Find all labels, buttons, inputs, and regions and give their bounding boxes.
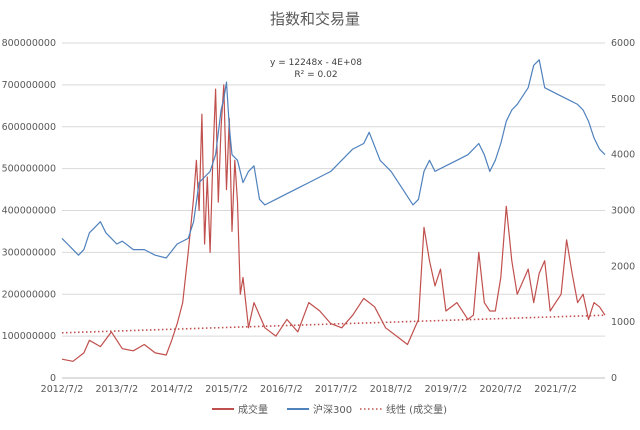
series-line-2 [61, 314, 606, 334]
x-tick-label: 2015/7/2 [205, 384, 248, 395]
x-tick-label: 2020/7/2 [479, 384, 522, 395]
y-right-tick-label: 0 [611, 373, 617, 384]
gridlines [62, 42, 605, 379]
y-left-tick-label: 300000000 [2, 247, 56, 258]
chart-title: 指数和交易量 [270, 10, 360, 28]
x-tick-label: 2013/7/2 [96, 384, 139, 395]
y-left-tick-label: 800000000 [2, 38, 56, 49]
series-line-1 [61, 59, 606, 259]
y-right-tick-labels: 0 1000 2000 3000 4000 5000 6000 [611, 38, 635, 384]
y-right-tick-label: 6000 [611, 38, 635, 49]
x-tick-labels: 2012/7/2 2013/7/2 2014/7/2 2015/7/2 2016/7/2… [41, 377, 605, 395]
legend: 成交量 沪深300 线性 (成交量) [212, 403, 447, 416]
y-right-tick-label: 5000 [611, 94, 635, 105]
y-right-tick-label: 3000 [611, 206, 635, 217]
y-right-tick-label: 2000 [611, 261, 635, 272]
legend-label: 成交量 [238, 403, 268, 416]
y-left-tick-label: 0 [50, 373, 56, 384]
trendline-r2: R² = 0.02 [294, 70, 337, 80]
y-left-tick-label: 100000000 [2, 331, 56, 342]
y-right-tick-label: 4000 [611, 150, 635, 161]
series-lines [61, 59, 606, 362]
legend-label: 沪深300 [313, 403, 352, 416]
x-tick-label: 2012/7/2 [41, 384, 84, 395]
legend-label: 线性 (成交量) [386, 403, 447, 416]
series-line-0 [61, 84, 606, 362]
y-left-tick-labels: 0 100000000 200000000 300000000 400000000 500… [2, 38, 56, 384]
x-tick-label: 2021/7/2 [534, 384, 577, 395]
x-tick-label: 2014/7/2 [150, 384, 193, 395]
y-right-tick-label: 1000 [611, 317, 635, 328]
y-left-tick-label: 200000000 [2, 289, 56, 300]
trendline-equation: y = 12248x - 4E+08 [270, 58, 362, 68]
y-left-tick-label: 600000000 [2, 122, 56, 133]
y-left-tick-label: 500000000 [2, 164, 56, 175]
x-tick-label: 2016/7/2 [260, 384, 303, 395]
y-left-tick-label: 700000000 [2, 80, 56, 91]
x-tick-label: 2019/7/2 [425, 384, 468, 395]
x-tick-label: 2018/7/2 [370, 384, 413, 395]
x-tick-label: 2017/7/2 [315, 384, 358, 395]
y-left-tick-label: 400000000 [2, 206, 56, 217]
